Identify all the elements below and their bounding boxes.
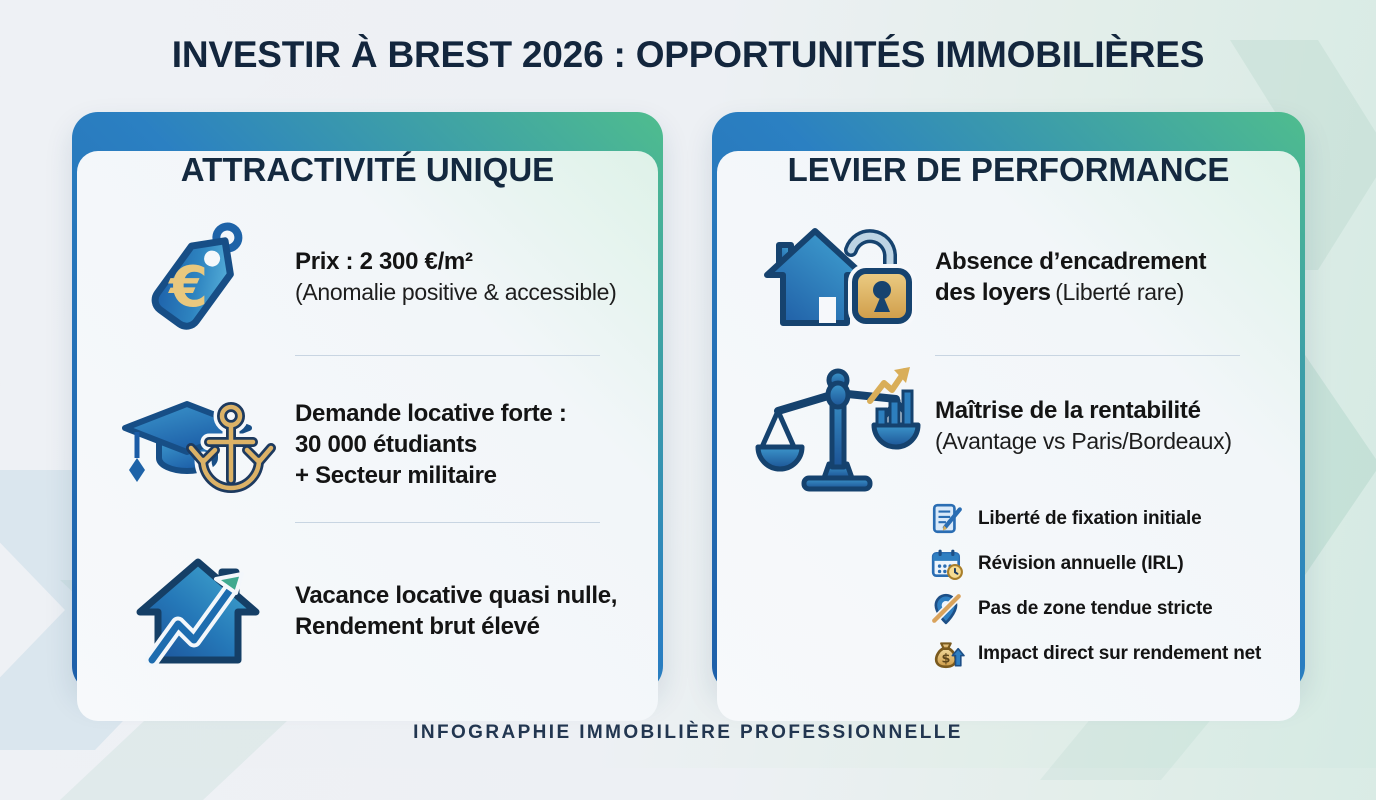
divider: [295, 355, 600, 356]
item-rentabilite-text: Maîtrise de la rentabilité (Avantage vs …: [935, 395, 1232, 457]
sublist-item-label: Révision annuelle (IRL): [978, 553, 1184, 574]
item-vacancy: Vacance locative quasi nulle, Rendement …: [77, 545, 658, 677]
item-encadrement-line2-bold: des loyers: [935, 279, 1051, 306]
sublist-item-zone: Pas de zone tendue stricte: [930, 592, 1300, 626]
sublist-item-label: Impact direct sur rendement net: [978, 643, 1262, 664]
calendar-clock-icon: [930, 547, 964, 581]
graduation-cap-anchor-icon: [122, 384, 276, 504]
item-encadrement-text: Absence d’encadrement des loyers (Libert…: [935, 246, 1206, 308]
item-demand-text: Demande locative forte : 30 000 étudiant…: [295, 398, 567, 491]
item-encadrement: Absence d’encadrement des loyers (Libert…: [717, 211, 1300, 343]
item-encadrement-line2: des loyers (Liberté rare): [935, 277, 1206, 308]
item-encadrement-line1: Absence d’encadrement: [935, 248, 1207, 275]
card-levier-title: LEVIER DE PERFORMANCE: [787, 151, 1230, 188]
scales-chart-icon: [755, 359, 921, 493]
money-bag-up-arrow-icon: $: [930, 637, 965, 671]
item-encadrement-line2-note: (Liberté rare): [1055, 279, 1184, 305]
item-demand-line1: Demande locative forte :: [295, 399, 567, 427]
item-rentabilite-note: (Avantage vs Paris/Bordeaux): [935, 428, 1232, 454]
sublist-item-revision: Révision annuelle (IRL): [930, 547, 1300, 581]
svg-text:$: $: [942, 652, 951, 667]
card-attractivite: ATTRACTIVITÉ UNIQUE €: [72, 112, 663, 721]
item-demand-line3: + Secteur militaire: [295, 461, 497, 489]
rentabilite-sublist: Liberté de fixation initiale: [930, 502, 1300, 671]
item-price-value: Prix : 2 300 €/m²: [295, 248, 473, 275]
item-price-text: Prix : 2 300 €/m² (Anomalie positive & a…: [295, 246, 617, 308]
price-tag-euro-icon: €: [123, 214, 273, 340]
page-title: INVESTIR À BREST 2026 : OPPORTUNITÉS IMM…: [171, 34, 1205, 75]
svg-text:€: €: [167, 255, 208, 320]
card-attractivite-inner: ATTRACTIVITÉ UNIQUE €: [77, 151, 658, 721]
card-attractivite-title: ATTRACTIVITÉ UNIQUE: [180, 151, 555, 188]
item-vacancy-line2: Rendement brut élevé: [295, 613, 540, 640]
sublist-item-fixation: Liberté de fixation initiale: [930, 502, 1300, 536]
item-price-note: (Anomalie positive & accessible): [295, 279, 617, 305]
divider: [935, 355, 1240, 356]
sublist-item-label: Pas de zone tendue stricte: [978, 598, 1213, 619]
sublist-item-impact: $ Impact direct sur rendement net: [930, 637, 1300, 671]
card-levier-inner: LEVIER DE PERFORMANCE: [717, 151, 1300, 721]
card-levier: LEVIER DE PERFORMANCE: [712, 112, 1305, 721]
item-rentabilite: Maîtrise de la rentabilité (Avantage vs …: [717, 366, 1300, 492]
footer-caption: INFOGRAPHIE IMMOBILIÈRE PROFESSIONNELLE: [413, 722, 963, 743]
item-rentabilite-title: Maîtrise de la rentabilité: [935, 397, 1201, 424]
house-open-padlock-icon: [763, 217, 916, 337]
item-vacancy-text: Vacance locative quasi nulle, Rendement …: [295, 580, 617, 642]
sublist-item-label: Liberté de fixation initiale: [978, 508, 1202, 529]
document-pencil-icon: [930, 502, 964, 536]
divider: [295, 522, 600, 523]
crossed-map-pin-icon: [930, 592, 964, 626]
item-price: € Prix : 2 300 €/m² (Anomalie positive &…: [77, 211, 658, 343]
house-growth-arrow-icon: [123, 550, 273, 672]
item-demand-line2: 30 000 étudiants: [295, 430, 477, 458]
item-demand: Demande locative forte : 30 000 étudiant…: [77, 378, 658, 510]
item-vacancy-line1: Vacance locative quasi nulle,: [295, 582, 618, 609]
